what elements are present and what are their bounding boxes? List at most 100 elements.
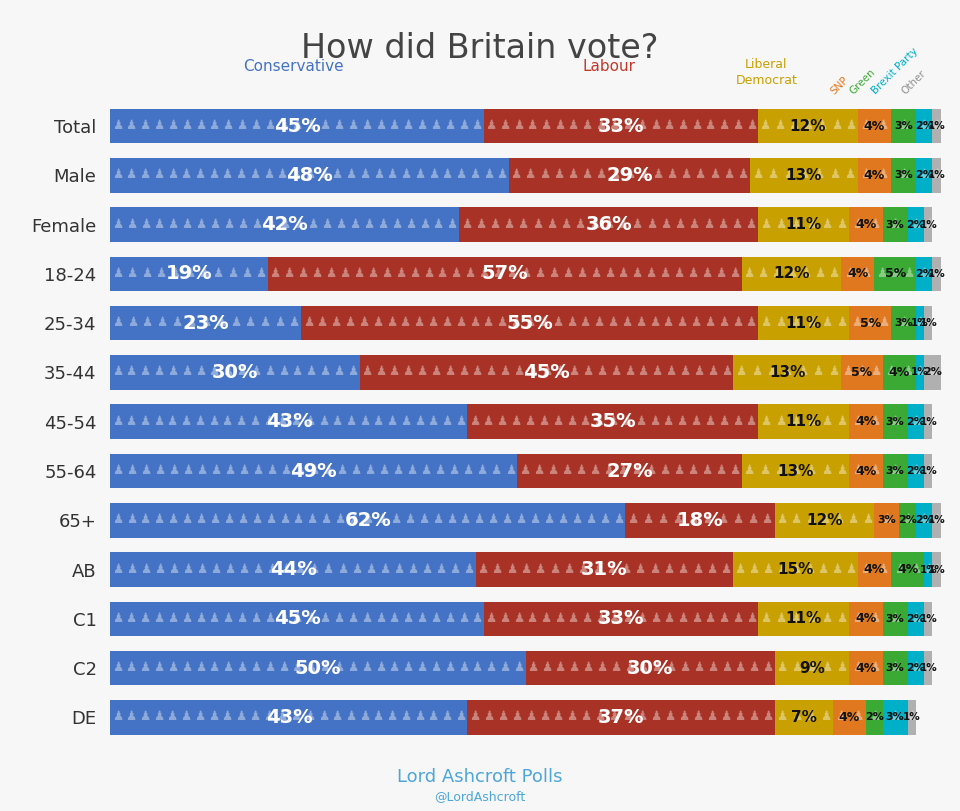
Text: ♟: ♟ [790,464,801,477]
Text: ♟: ♟ [718,611,730,624]
Text: ♟: ♟ [181,217,193,230]
Text: ♟: ♟ [486,366,496,379]
Text: ♟: ♟ [836,217,848,230]
Text: ♟: ♟ [583,661,593,674]
Text: 4%: 4% [839,711,860,724]
Text: ♟: ♟ [395,267,406,280]
Text: ♟: ♟ [126,661,136,674]
Text: ♟: ♟ [717,217,728,230]
Text: ♟: ♟ [708,169,720,182]
Text: ♟: ♟ [198,267,209,280]
Text: ♟: ♟ [718,119,730,132]
Text: ♟: ♟ [274,316,285,329]
Text: ♟: ♟ [347,611,358,624]
Text: ♟: ♟ [910,217,922,230]
Text: ♟: ♟ [320,119,330,132]
Text: ♟: ♟ [695,169,706,182]
Text: ♟: ♟ [468,316,480,329]
Text: ♟: ♟ [321,217,332,230]
Text: ♟: ♟ [458,119,468,132]
Text: 1%: 1% [902,712,921,723]
Text: ♟: ♟ [237,513,249,526]
Text: 3%: 3% [886,663,904,673]
Text: ♟: ♟ [845,563,856,576]
Text: ♟: ♟ [237,217,249,230]
Text: ♟: ♟ [333,611,345,624]
Text: 2%: 2% [915,515,934,526]
Text: ♟: ♟ [805,464,817,477]
Text: 43%: 43% [266,708,312,727]
Text: ♟: ♟ [320,611,330,624]
Text: ♟: ♟ [760,414,771,427]
Text: ♟: ♟ [804,513,816,526]
Text: ♟: ♟ [400,169,412,182]
Bar [916,158,932,192]
Text: ♟: ♟ [227,267,238,280]
Bar [916,256,932,291]
Text: ♟: ♟ [526,611,538,624]
Text: ♟: ♟ [236,366,248,379]
Text: ♟: ♟ [915,366,925,379]
Bar [932,552,941,587]
Text: 2%: 2% [915,269,934,279]
Text: ♟: ♟ [278,513,290,526]
Text: ♟: ♟ [532,217,543,230]
Text: SNP: SNP [828,75,851,97]
Text: ♟: ♟ [353,267,364,280]
Text: ♟: ♟ [249,169,260,182]
Bar [932,109,941,144]
Text: ♟: ♟ [829,169,840,182]
Text: ♟: ♟ [264,366,276,379]
Text: ♟: ♟ [666,169,678,182]
Text: ♟: ♟ [843,366,853,379]
Text: ♟: ♟ [617,267,629,280]
Text: ♟: ♟ [923,464,934,477]
Text: 55%: 55% [506,314,553,333]
Text: ♟: ♟ [304,169,315,182]
Text: ♟: ♟ [821,611,832,624]
Text: 1%: 1% [911,367,929,377]
Text: ♟: ♟ [679,710,689,723]
Text: ♟: ♟ [705,119,716,132]
Text: ♟: ♟ [428,169,439,182]
Text: ♟: ♟ [759,119,771,132]
Text: ♟: ♟ [721,661,732,674]
Text: ♟: ♟ [607,316,618,329]
Text: ♟: ♟ [869,710,880,723]
Text: ♟: ♟ [749,661,759,674]
Text: ♟: ♟ [718,414,730,427]
Text: ♟: ♟ [616,464,628,477]
Text: 12%: 12% [806,513,843,528]
Text: ♟: ♟ [748,710,759,723]
Text: ♟: ♟ [305,611,317,624]
Text: ♟: ♟ [367,267,378,280]
Text: ♟: ♟ [664,710,676,723]
Text: ♟: ♟ [688,217,700,230]
Text: ♟: ♟ [732,513,743,526]
Text: ♟: ♟ [167,513,179,526]
Text: ♟: ♟ [374,119,386,132]
Text: ♟: ♟ [127,316,138,329]
Text: ♟: ♟ [208,119,220,132]
Text: ♟: ♟ [153,169,164,182]
Text: ♟: ♟ [361,119,372,132]
Text: ♟: ♟ [580,414,590,427]
Text: ♟: ♟ [377,217,388,230]
Text: ♟: ♟ [235,414,247,427]
Text: ♟: ♟ [501,513,513,526]
Text: ♟: ♟ [707,710,717,723]
Text: ♟: ♟ [194,169,205,182]
Text: ♟: ♟ [516,513,526,526]
Text: ♟: ♟ [374,366,386,379]
Text: ♟: ♟ [154,611,164,624]
Text: ♟: ♟ [419,217,430,230]
Bar [850,405,882,439]
Text: ♟: ♟ [305,661,317,674]
Text: ♟: ♟ [156,316,167,329]
Text: ♟: ♟ [126,217,137,230]
Text: ♟: ♟ [593,316,605,329]
Text: ♟: ♟ [210,464,221,477]
Text: ♟: ♟ [496,316,508,329]
Text: ♟: ♟ [290,169,301,182]
Text: 4%: 4% [855,612,876,625]
